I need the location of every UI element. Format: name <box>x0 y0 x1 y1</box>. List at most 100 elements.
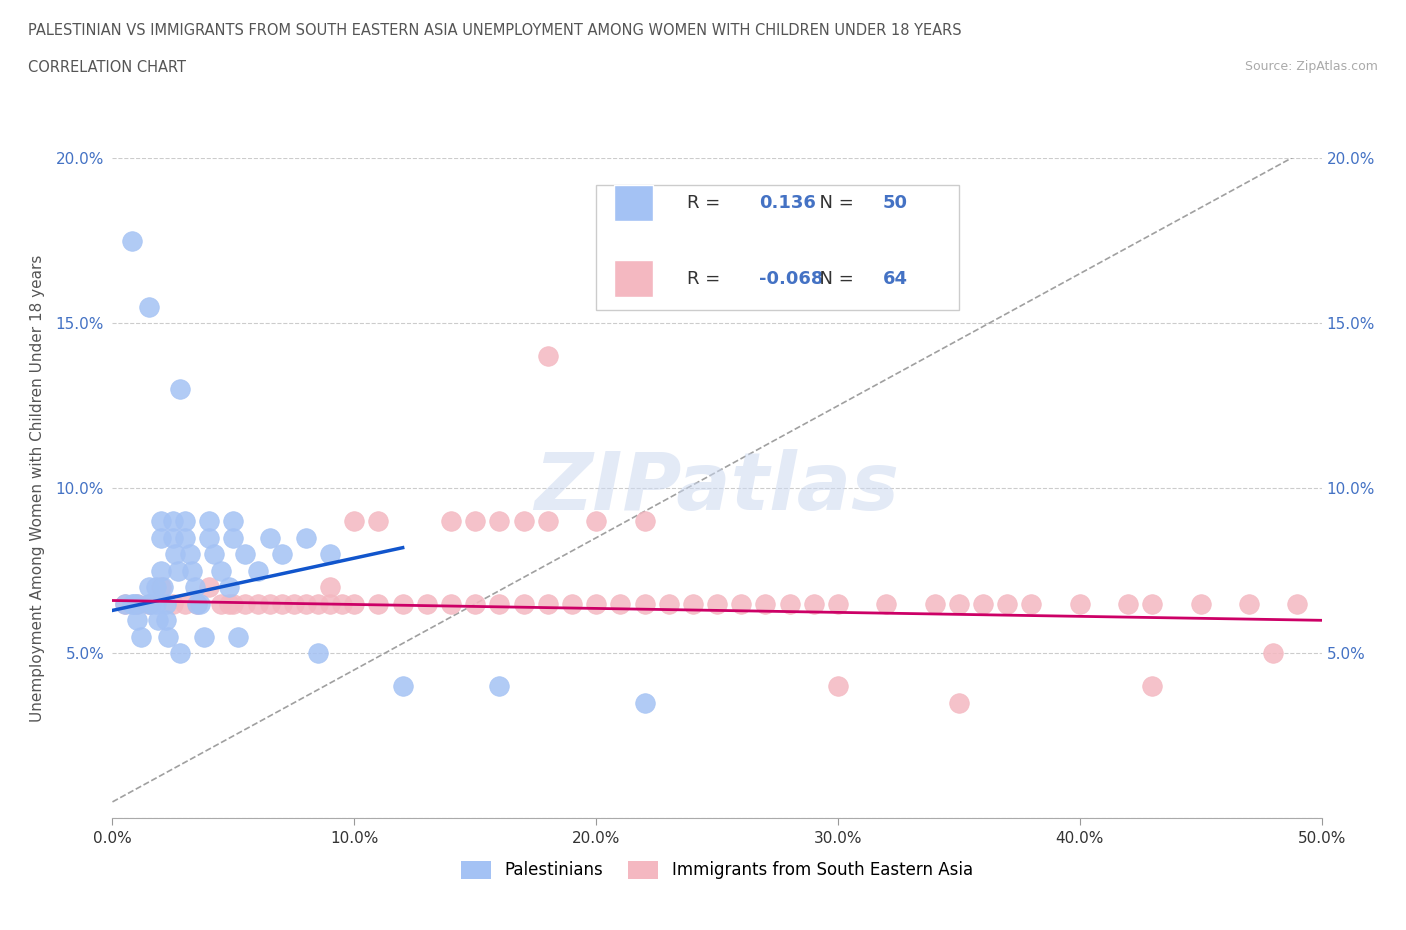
Point <box>343 513 366 528</box>
Point <box>222 513 245 528</box>
Y-axis label: Unemployment Among Women with Children Under 18 years: Unemployment Among Women with Children U… <box>30 255 45 722</box>
Point <box>183 580 205 595</box>
Point <box>155 596 177 611</box>
Point <box>875 596 897 611</box>
Point <box>995 596 1018 611</box>
Point <box>121 233 143 248</box>
Point <box>537 349 560 364</box>
Point <box>367 513 389 528</box>
Point <box>319 547 342 562</box>
Point <box>125 596 148 611</box>
Point <box>270 596 292 611</box>
Text: R =: R = <box>688 193 725 212</box>
Point <box>416 596 439 611</box>
Point <box>166 564 188 578</box>
Point <box>125 613 148 628</box>
Point <box>186 596 208 611</box>
Point <box>633 596 655 611</box>
Point <box>803 596 825 611</box>
Point <box>537 596 560 611</box>
Point <box>222 596 245 611</box>
Point <box>1116 596 1139 611</box>
Point <box>149 513 172 528</box>
Point <box>209 564 232 578</box>
Point <box>754 596 776 611</box>
Point <box>512 596 534 611</box>
Point <box>827 679 849 694</box>
Point <box>246 564 269 578</box>
Point <box>174 513 197 528</box>
Point <box>235 596 257 611</box>
Point <box>114 596 136 611</box>
Point <box>295 530 318 545</box>
Point <box>1237 596 1260 611</box>
Point <box>440 596 463 611</box>
Point <box>391 679 413 694</box>
Point <box>198 513 221 528</box>
Text: -0.068: -0.068 <box>759 270 824 287</box>
Point <box>149 564 172 578</box>
Point <box>488 513 510 528</box>
Point <box>1142 679 1164 694</box>
Point <box>367 596 389 611</box>
Point <box>537 513 560 528</box>
Point <box>488 679 510 694</box>
Point <box>157 630 180 644</box>
Point <box>235 547 257 562</box>
Point <box>162 596 184 611</box>
Point <box>633 696 655 711</box>
Point <box>307 645 329 660</box>
Point <box>162 530 184 545</box>
Point <box>174 596 197 611</box>
Point <box>218 580 240 595</box>
Point <box>218 596 240 611</box>
Point <box>730 596 752 611</box>
Point <box>138 580 160 595</box>
Point <box>141 596 163 611</box>
Point <box>179 547 201 562</box>
Point <box>1142 596 1164 611</box>
Point <box>121 596 143 611</box>
Point <box>202 547 225 562</box>
Point <box>924 596 946 611</box>
Point <box>162 513 184 528</box>
Point <box>138 299 160 314</box>
Point <box>972 596 994 611</box>
Point <box>779 596 801 611</box>
Point <box>145 580 167 595</box>
Point <box>464 596 486 611</box>
Point <box>633 513 655 528</box>
Point <box>188 596 211 611</box>
Point <box>488 596 510 611</box>
Point <box>512 513 534 528</box>
Point <box>1263 645 1285 660</box>
Point <box>343 596 366 611</box>
Text: 64: 64 <box>883 270 908 287</box>
Point <box>198 580 221 595</box>
Point <box>114 596 136 611</box>
Point <box>682 596 704 611</box>
Text: N =: N = <box>807 193 859 212</box>
Point <box>186 596 208 611</box>
Point <box>165 547 187 562</box>
Point <box>174 530 197 545</box>
Text: N =: N = <box>807 270 859 287</box>
Text: 50: 50 <box>883 193 908 212</box>
Point <box>948 596 970 611</box>
Point <box>169 382 191 397</box>
Point <box>585 513 607 528</box>
Point <box>138 596 160 611</box>
Point <box>149 580 172 595</box>
FancyBboxPatch shape <box>614 184 652 220</box>
Point <box>464 513 486 528</box>
Point <box>148 613 170 628</box>
Text: Source: ZipAtlas.com: Source: ZipAtlas.com <box>1244 60 1378 73</box>
FancyBboxPatch shape <box>614 260 652 297</box>
Text: ZIPatlas: ZIPatlas <box>534 449 900 527</box>
Point <box>658 596 681 611</box>
Point <box>307 596 329 611</box>
Point <box>1069 596 1091 611</box>
Point <box>1189 596 1212 611</box>
Point <box>827 596 849 611</box>
Point <box>259 596 281 611</box>
